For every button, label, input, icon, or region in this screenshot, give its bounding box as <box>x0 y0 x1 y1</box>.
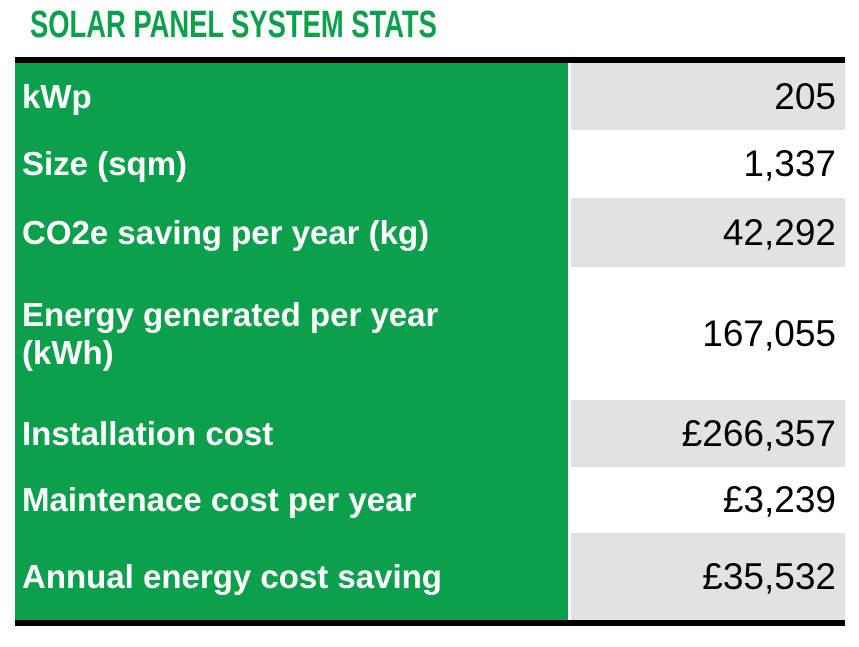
stats-table: kWp 205 Size (sqm) 1,337 CO2e saving per yea… <box>15 57 845 626</box>
stat-label: Maintenace cost per year <box>15 467 568 533</box>
stat-value: 167,055 <box>568 267 845 400</box>
stat-label: Size (sqm) <box>15 130 568 198</box>
stat-label: CO2e saving per year (kg) <box>15 198 568 267</box>
stat-label: Installation cost <box>15 400 568 467</box>
stat-label: Annual energy cost saving <box>15 533 568 620</box>
stat-value: 42,292 <box>568 198 845 267</box>
stat-label: Energy generated per year (kWh) <box>15 267 568 400</box>
stat-value: £266,357 <box>568 400 845 467</box>
stat-value: £3,239 <box>568 467 845 533</box>
stat-value: £35,532 <box>568 533 845 620</box>
page-title: SOLAR PANEL SYSTEM STATS <box>30 4 437 46</box>
stat-value: 205 <box>568 63 845 130</box>
stat-label: kWp <box>15 63 568 130</box>
stat-value: 1,337 <box>568 130 845 198</box>
